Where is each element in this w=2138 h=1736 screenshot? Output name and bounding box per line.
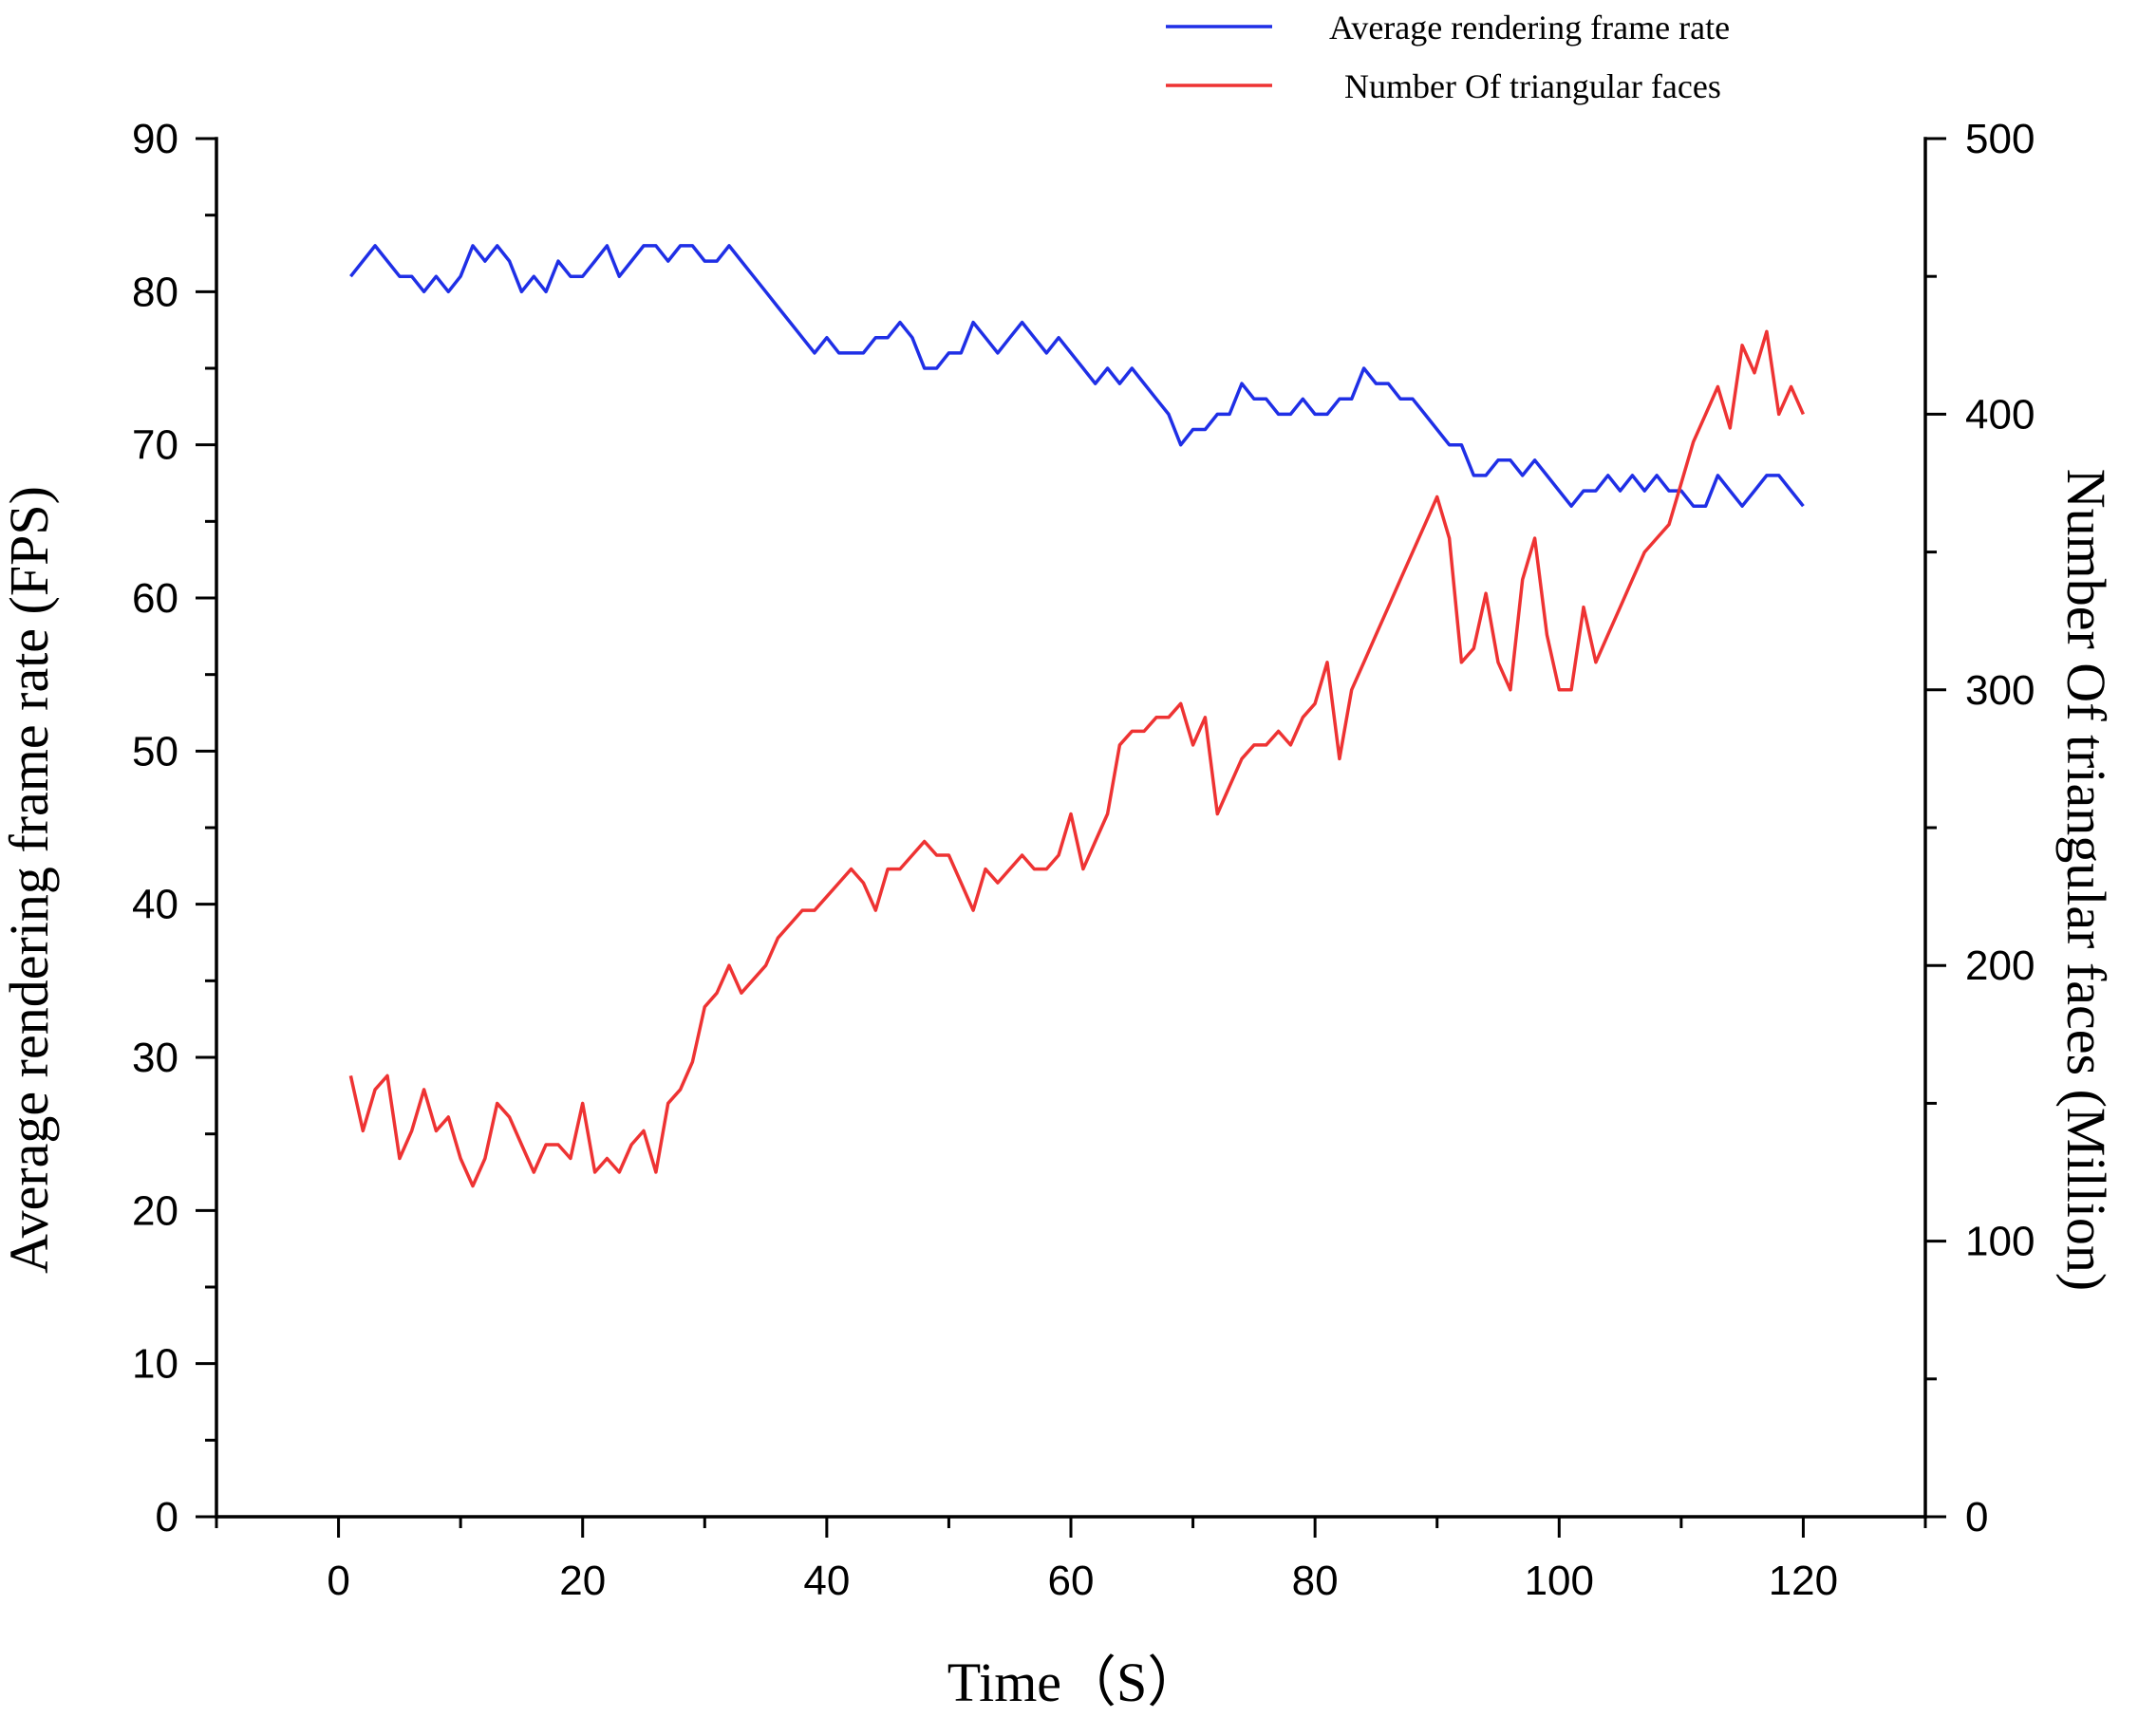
y2-tick-label: 0 [1965, 1494, 1988, 1540]
x-tick-label: 60 [1048, 1558, 1095, 1604]
x-axis-title: Time（S） [947, 1652, 1203, 1713]
y2-tick-label: 400 [1965, 391, 2035, 438]
y-axis-title: Average rendering frame rate (FPS) [0, 486, 60, 1274]
y-tick-label: 10 [132, 1341, 178, 1388]
x-tick-label: 40 [803, 1558, 850, 1604]
series-line-triangular-faces [348, 329, 1806, 1188]
y2-tick-label: 200 [1965, 943, 2035, 989]
legend-label-triangular-faces: Number Of triangular faces [1344, 67, 1721, 105]
series-layer [348, 244, 1806, 1188]
y-tick-label: 90 [132, 116, 178, 162]
y-tick-label: 40 [132, 882, 178, 928]
y2-tick-label: 300 [1965, 667, 2035, 714]
x-tick-label: 0 [327, 1558, 349, 1604]
legend-label-frame-rate: Average rendering frame rate [1329, 9, 1730, 47]
x-tick-label: 80 [1292, 1558, 1339, 1604]
y2-tick-label: 500 [1965, 116, 2035, 162]
y-tick-label: 20 [132, 1187, 178, 1234]
y-tick-label: 50 [132, 728, 178, 775]
y-tick-label: 0 [156, 1494, 178, 1540]
y2-tick-label: 100 [1965, 1219, 2035, 1265]
x-tick-label: 20 [559, 1558, 606, 1604]
y-tick-label: 60 [132, 575, 178, 622]
x-tick-label: 100 [1525, 1558, 1594, 1604]
y-tick-label: 70 [132, 422, 178, 469]
axes [215, 137, 1927, 1519]
x-tick-label: 120 [1769, 1558, 1838, 1604]
y-tick-label: 30 [132, 1035, 178, 1081]
y2-axis-title: Number Of triangular faces (Million) [2055, 469, 2117, 1292]
y-tick-label: 80 [132, 269, 178, 315]
series-line-frame-rate [349, 244, 1805, 508]
legend: Average rendering frame rate Number Of t… [1166, 9, 1730, 105]
ticks-layer: 0 20 40 60 80 100 120 0 10 20 30 40 50 60 70 80 90 0 100 20… [132, 116, 2035, 1604]
